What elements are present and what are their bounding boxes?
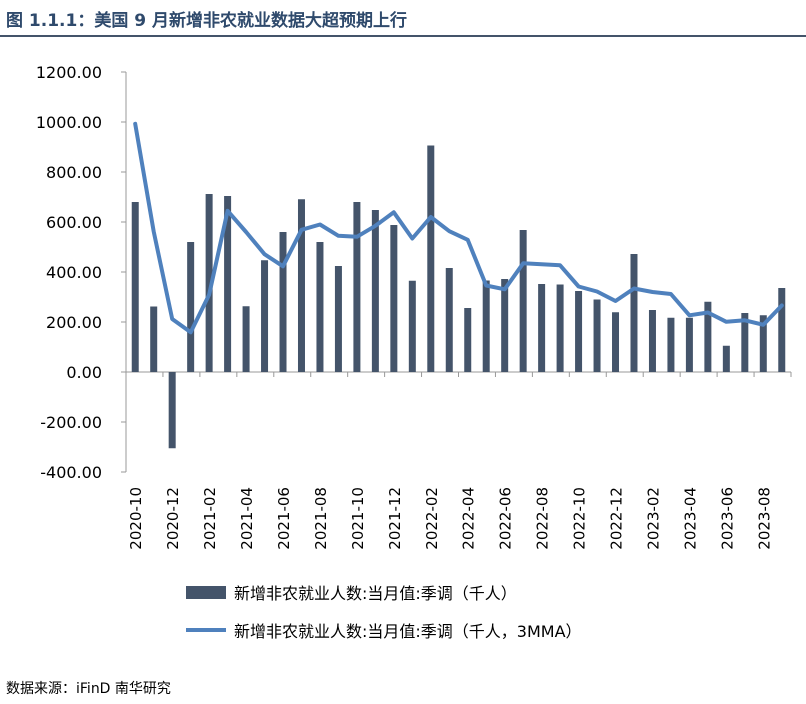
x-tick-label: 2023-02 (644, 487, 662, 550)
bar (297, 199, 305, 372)
bar (131, 202, 139, 372)
y-tick-label: 1200.00 (36, 63, 102, 82)
bar (593, 299, 601, 372)
bar (648, 310, 656, 372)
legend: 新增非农就业人数:当月值:季调（千人） 新增非农就业人数:当月值:季调（千人，3… (186, 584, 582, 641)
bar (390, 225, 398, 372)
legend-bar-label: 新增非农就业人数:当月值:季调（千人） (234, 584, 517, 603)
bar (353, 202, 361, 372)
bar (538, 284, 546, 372)
x-tick-label: 2021-08 (312, 487, 330, 550)
line-path (133, 121, 784, 335)
bar (242, 306, 250, 372)
y-axis: -400.00 -200.00 0.00 200.00 400.00 600.00 800.… (36, 63, 127, 482)
line-series (133, 121, 784, 335)
x-tick-label: 2020-12 (164, 487, 182, 550)
bar (464, 308, 472, 372)
x-tick-label: 2022-04 (460, 487, 478, 550)
bar (519, 230, 527, 372)
bar (741, 313, 749, 372)
y-tick-label: 1000.00 (36, 113, 102, 132)
bar (205, 194, 213, 372)
x-tick-label: 2022-12 (608, 487, 626, 550)
bar (445, 268, 453, 372)
x-tick-label: 2021-06 (275, 487, 293, 550)
title-divider (0, 35, 806, 37)
source-note: 数据来源：iFinD 南华研究 (6, 681, 171, 697)
y-tick-label: -400.00 (40, 463, 102, 482)
x-tick-label: 2023-06 (718, 487, 736, 550)
x-tick-label: 2020-10 (127, 487, 145, 550)
y-tick-label: -200.00 (40, 413, 102, 432)
x-tick-label: 2022-02 (423, 487, 441, 550)
bar (371, 210, 379, 372)
y-tick-label: 400.00 (46, 263, 102, 282)
bar (482, 280, 490, 372)
bar (667, 317, 675, 372)
legend-bar-swatch (186, 586, 226, 599)
figure-title: 图 1.1.1：美国 9 月新增非农就业数据大超预期上行 (6, 11, 407, 31)
bar (630, 254, 638, 372)
x-tick-label: 2021-02 (201, 487, 219, 550)
y-tick-label: 200.00 (46, 313, 102, 332)
x-tick-label: 2022-10 (571, 487, 589, 550)
x-tick-label: 2022-08 (534, 487, 552, 550)
bar (556, 284, 564, 372)
y-tick-label: 600.00 (46, 213, 102, 232)
bar (261, 260, 269, 372)
bar (316, 242, 324, 372)
bar (408, 280, 416, 372)
x-axis: 2020-10 2020-12 2021-02 2021-04 2021-06 2021-… (125, 371, 792, 550)
x-tick-label: 2021-10 (349, 487, 367, 550)
bar (427, 145, 435, 372)
bar (722, 345, 730, 372)
bar (150, 306, 158, 372)
x-tick-label: 2023-04 (681, 487, 699, 550)
bar (168, 372, 176, 449)
y-tick-label: 0.00 (66, 363, 102, 382)
x-tick-label: 2023-08 (755, 487, 773, 550)
bar (334, 266, 342, 372)
bar (759, 315, 767, 372)
bar (224, 196, 232, 372)
x-tick-label: 2021-04 (238, 487, 256, 550)
bar (685, 317, 693, 372)
bar-series (131, 145, 786, 449)
bar (778, 288, 786, 372)
x-tick-label: 2021-12 (386, 487, 404, 550)
bar (501, 279, 509, 372)
bar (704, 301, 712, 372)
y-tick-label: 800.00 (46, 163, 102, 182)
bar (187, 242, 195, 372)
legend-line-label: 新增非农就业人数:当月值:季调（千人，3MMA） (234, 622, 582, 641)
x-tick-label: 2022-06 (497, 487, 515, 550)
bar (279, 232, 287, 372)
bar (575, 291, 583, 372)
bar (612, 312, 620, 372)
